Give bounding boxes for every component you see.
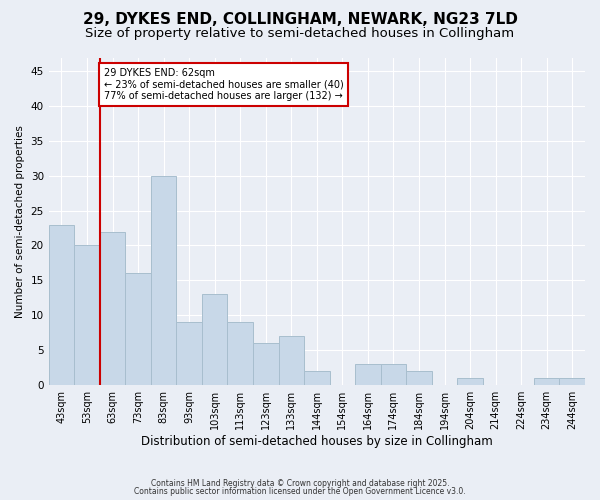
Bar bbox=[49, 224, 74, 384]
Bar bbox=[253, 343, 278, 384]
Bar bbox=[278, 336, 304, 384]
Bar bbox=[202, 294, 227, 384]
Bar bbox=[559, 378, 585, 384]
Text: 29, DYKES END, COLLINGHAM, NEWARK, NG23 7LD: 29, DYKES END, COLLINGHAM, NEWARK, NG23 … bbox=[83, 12, 517, 28]
Bar bbox=[176, 322, 202, 384]
Bar bbox=[74, 246, 100, 384]
Bar bbox=[457, 378, 483, 384]
Bar bbox=[227, 322, 253, 384]
Text: 29 DYKES END: 62sqm
← 23% of semi-detached houses are smaller (40)
77% of semi-d: 29 DYKES END: 62sqm ← 23% of semi-detach… bbox=[104, 68, 343, 101]
X-axis label: Distribution of semi-detached houses by size in Collingham: Distribution of semi-detached houses by … bbox=[141, 434, 493, 448]
Bar bbox=[100, 232, 125, 384]
Text: Contains public sector information licensed under the Open Government Licence v3: Contains public sector information licen… bbox=[134, 487, 466, 496]
Text: Size of property relative to semi-detached houses in Collingham: Size of property relative to semi-detach… bbox=[85, 28, 515, 40]
Text: Contains HM Land Registry data © Crown copyright and database right 2025.: Contains HM Land Registry data © Crown c… bbox=[151, 478, 449, 488]
Bar bbox=[380, 364, 406, 384]
Bar bbox=[151, 176, 176, 384]
Bar bbox=[304, 371, 329, 384]
Bar bbox=[355, 364, 380, 384]
Bar bbox=[534, 378, 559, 384]
Bar bbox=[125, 274, 151, 384]
Bar bbox=[406, 371, 432, 384]
Y-axis label: Number of semi-detached properties: Number of semi-detached properties bbox=[15, 124, 25, 318]
